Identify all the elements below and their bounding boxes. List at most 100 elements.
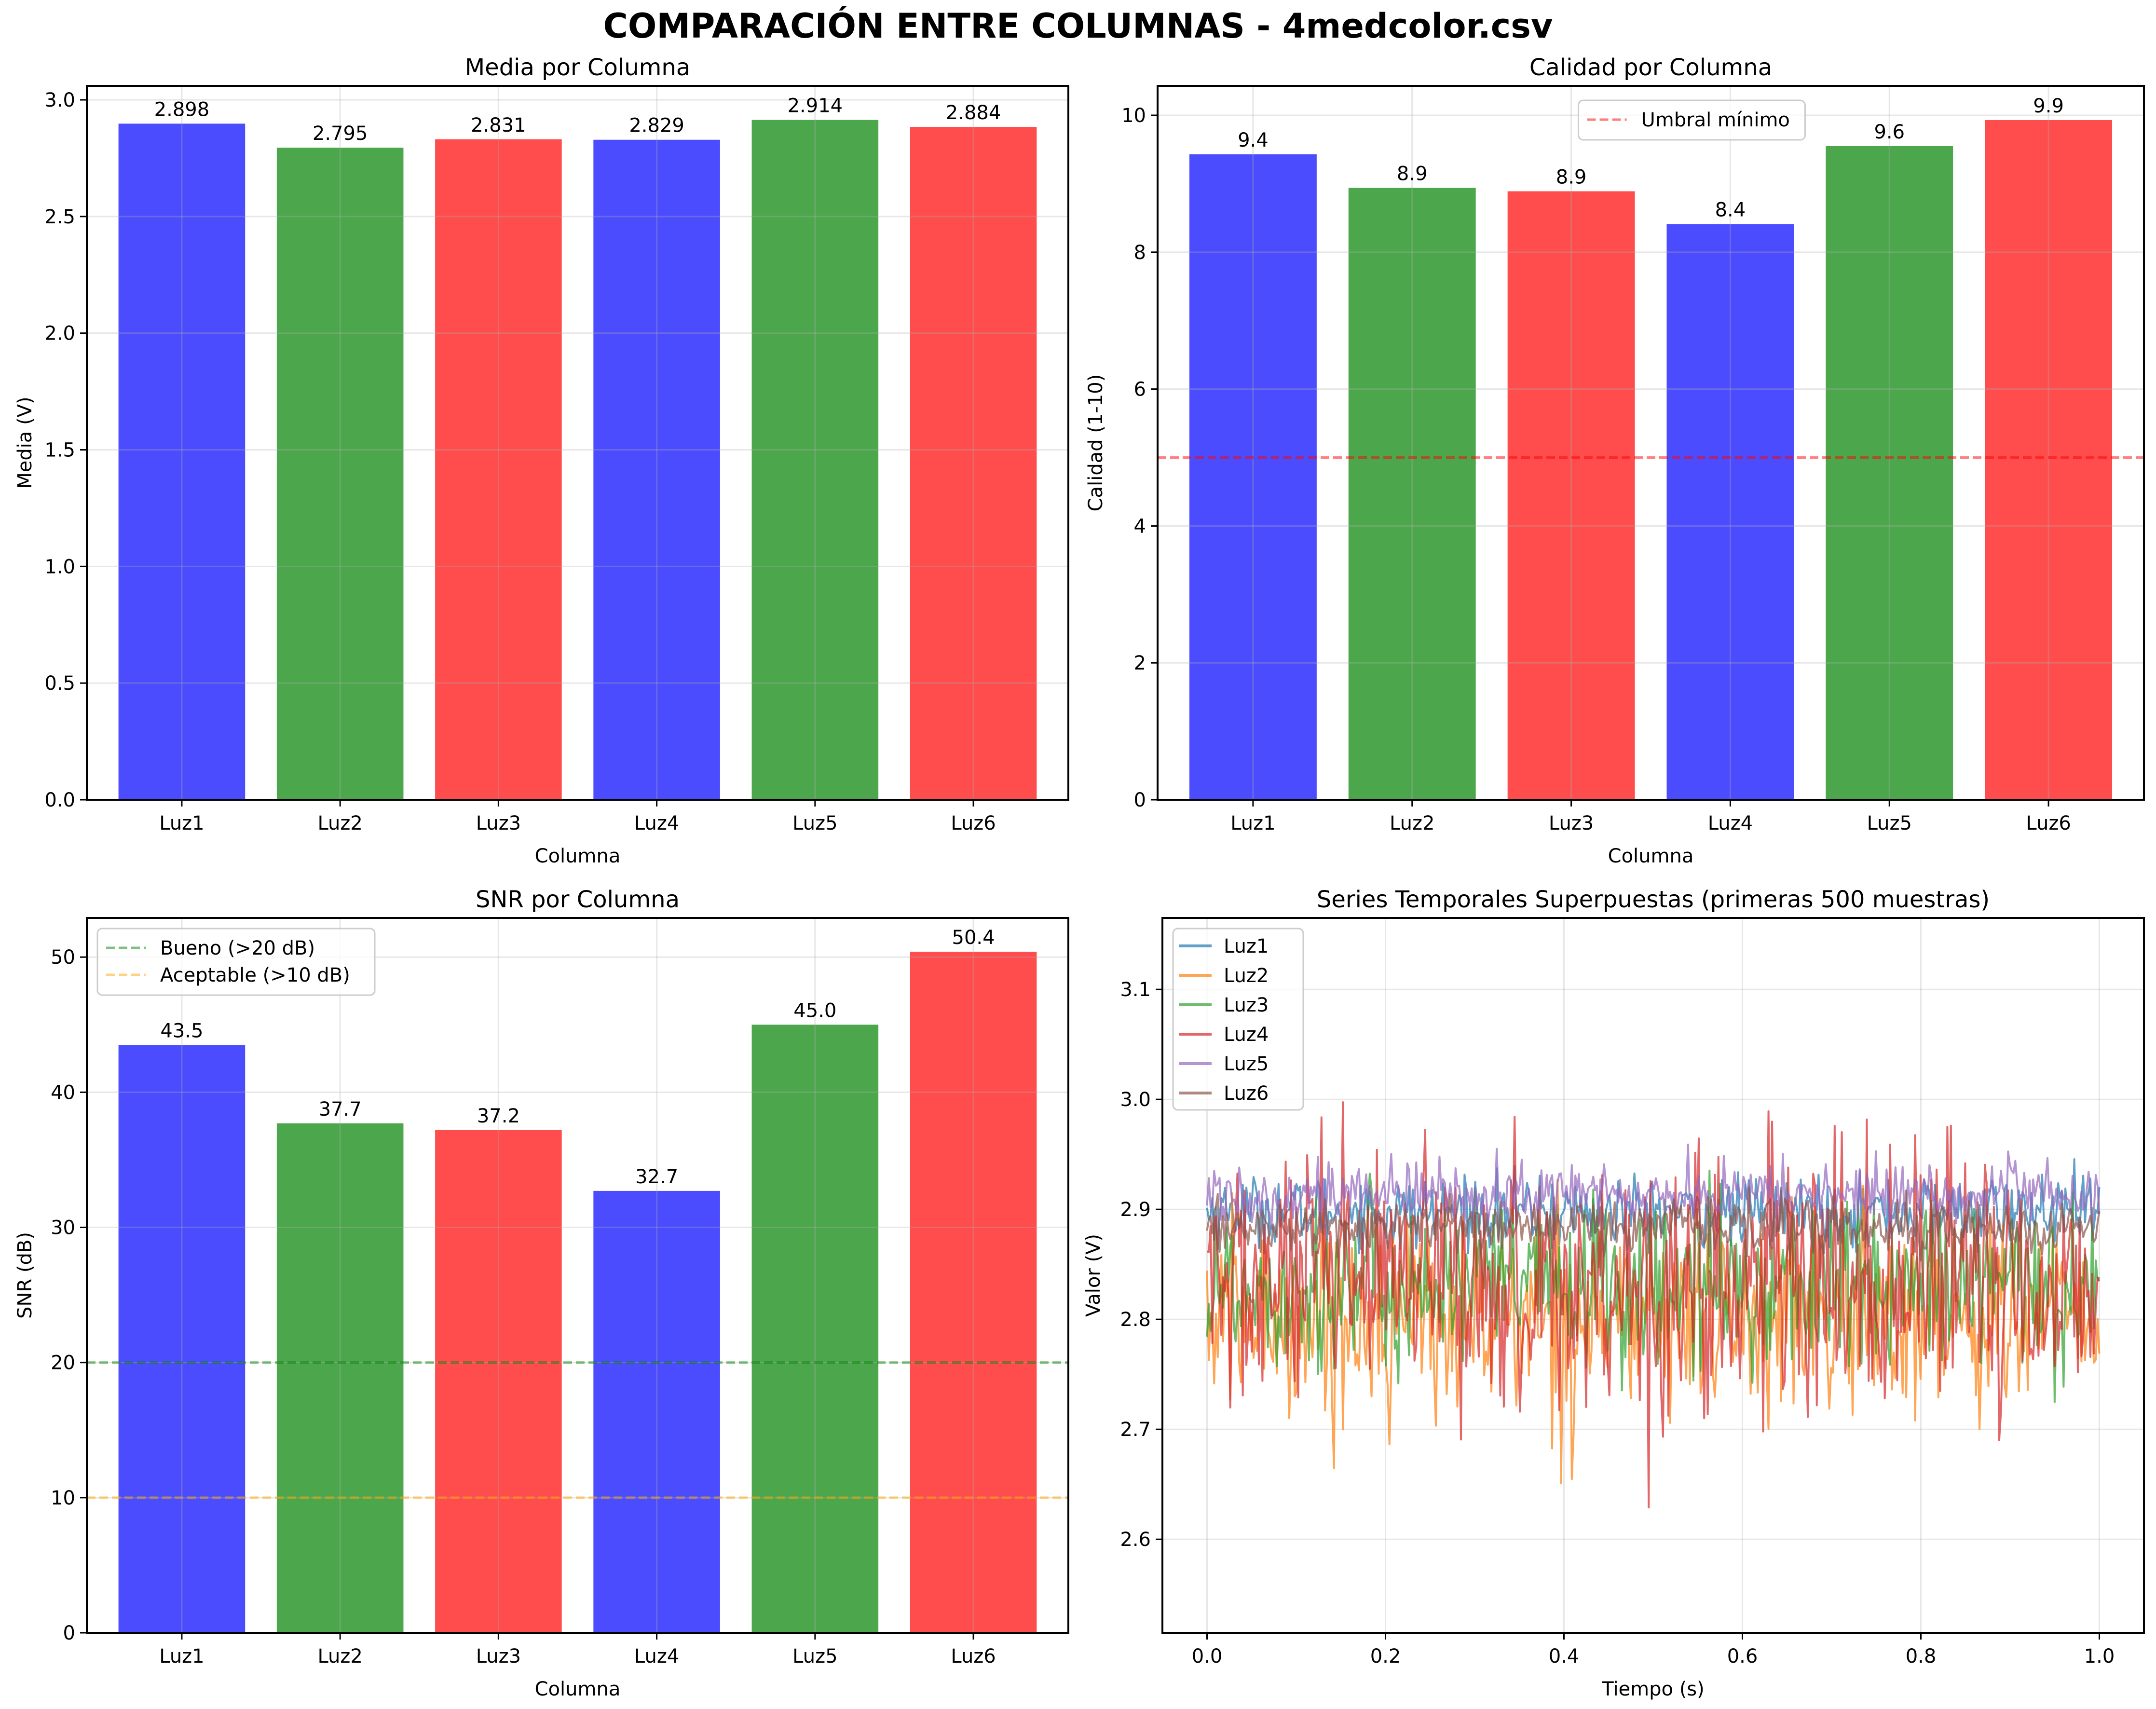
x-tick-label: Luz6 — [951, 1645, 996, 1668]
y-tick-label: 4 — [1134, 515, 1146, 537]
bar-luz4 — [593, 139, 720, 800]
bar-value-label: 2.914 — [788, 95, 843, 117]
bar-value-label: 2.831 — [471, 114, 526, 137]
subplot-snr: SNR por Columna Columna SNR (dB) 43.5 37.7 37… — [14, 886, 1069, 1700]
x-tick-label: Luz6 — [2026, 812, 2071, 834]
y-tick-label: 0 — [63, 1622, 75, 1644]
x-tick-label: Luz4 — [634, 1645, 679, 1668]
x-tick-label: Luz3 — [1549, 812, 1594, 834]
x-tick-label: 0.4 — [1549, 1645, 1580, 1668]
bar-value-label: 2.898 — [154, 98, 210, 121]
bar-luz3 — [1507, 191, 1635, 800]
x-tick-label: 0.0 — [1192, 1645, 1223, 1668]
bar-value-label: 37.7 — [319, 1098, 362, 1121]
x-axis-label: Columna — [535, 845, 621, 867]
bar-value-label: 2.795 — [313, 123, 368, 145]
y-tick-label: 1.5 — [44, 439, 75, 462]
bar-luz1 — [118, 1045, 246, 1633]
x-tick-label: Luz4 — [634, 812, 679, 834]
subplot-title: Media por Columna — [465, 54, 690, 81]
bar-value-label: 8.9 — [1556, 166, 1587, 189]
legend-label: Luz6 — [1224, 1082, 1269, 1105]
x-tick-label: Luz2 — [317, 812, 362, 834]
legend-label: Luz1 — [1224, 935, 1269, 957]
x-tick-label: Luz2 — [1390, 812, 1434, 834]
y-tick-label: 2.8 — [1120, 1309, 1151, 1331]
axes-frame — [1161, 917, 2145, 1634]
legend: Luz1 Luz2 Luz3 Luz4 Luz5 Luz6 — [1172, 928, 1304, 1111]
y-tick-label: 2.9 — [1120, 1199, 1151, 1221]
legend-label: Luz5 — [1224, 1053, 1269, 1075]
bar-value-label: 9.9 — [2033, 95, 2064, 117]
y-tick-label: 40 — [51, 1081, 75, 1104]
axes-frame — [1157, 85, 2145, 801]
x-tick-label: Luz4 — [1708, 812, 1753, 834]
y-tick-label: 0.0 — [44, 789, 75, 811]
x-tick-label: 0.8 — [1906, 1645, 1937, 1668]
legend: Bueno (>20 dB) Aceptable (>10 dB) — [96, 928, 376, 996]
y-axis-label: Valor (V) — [1082, 1234, 1105, 1317]
legend: Umbral mínimo — [1578, 99, 1806, 141]
x-tick-label: Luz3 — [476, 1645, 521, 1668]
bar-value-label: 32.7 — [635, 1166, 678, 1188]
x-tick-label: Luz2 — [317, 1645, 362, 1668]
y-tick-label: 2.5 — [44, 206, 75, 228]
subplot-title: Series Temporales Superpuestas (primeras… — [1317, 886, 1990, 913]
legend-box — [96, 928, 376, 996]
subplot-title: SNR por Columna — [476, 886, 680, 913]
y-tick-label: 10 — [51, 1487, 75, 1509]
x-axis-label: Tiempo (s) — [1601, 1678, 1705, 1700]
figure-title: COMPARACIÓN ENTRE COLUMNAS - 4medcolor.c… — [603, 6, 1553, 46]
x-axis-label: Columna — [1608, 845, 1694, 867]
legend-label: Luz2 — [1224, 965, 1269, 987]
axes-frame — [86, 917, 1069, 1634]
axes-frame — [86, 85, 1069, 801]
y-tick-label: 2.6 — [1120, 1529, 1151, 1551]
legend-label: Luz4 — [1224, 1024, 1269, 1046]
bar-value-label: 43.5 — [160, 1020, 203, 1042]
legend-label: Luz3 — [1224, 994, 1269, 1016]
subplot-time-series: Series Temporales Superpuestas (primeras… — [1082, 886, 2145, 1700]
x-tick-label: 0.2 — [1370, 1645, 1401, 1668]
subplot-calidad: Calidad por Columna Columna Calidad (1-10)… — [1085, 54, 2145, 867]
x-tick-label: Luz5 — [792, 1645, 837, 1668]
bar-luz6 — [910, 952, 1037, 1633]
bar-value-label: 8.4 — [1715, 199, 1746, 221]
series-line-luz6 — [1206, 1186, 2101, 1262]
y-tick-label: 2.0 — [44, 323, 75, 345]
y-tick-label: 6 — [1134, 379, 1146, 401]
x-tick-label: Luz5 — [1867, 812, 1912, 834]
bar-value-label: 45.0 — [793, 999, 836, 1022]
bar-value-label: 50.4 — [952, 927, 995, 949]
bar-value-label: 2.829 — [629, 115, 684, 137]
x-tick-label: Luz6 — [951, 812, 996, 834]
x-tick-label: Luz1 — [159, 1645, 204, 1668]
y-axis-label: SNR (dB) — [14, 1232, 36, 1319]
bar-luz2 — [276, 148, 404, 800]
subplot-media: Media por Columna Columna Media (V) 2.898 2.… — [14, 54, 1069, 867]
x-tick-label: Luz1 — [159, 812, 204, 834]
bar-value-label: 8.9 — [1397, 163, 1428, 185]
y-tick-label: 3.0 — [44, 89, 75, 111]
x-tick-label: Luz1 — [1230, 812, 1275, 834]
series-line-luz4 — [1206, 1101, 2101, 1509]
legend-box — [1578, 99, 1806, 141]
bar-luz1 — [118, 123, 246, 800]
y-tick-label: 0 — [1134, 789, 1146, 811]
x-tick-label: 0.6 — [1727, 1645, 1758, 1668]
y-tick-label: 3.0 — [1120, 1089, 1151, 1111]
bar-luz5 — [751, 1025, 879, 1633]
legend-label: Aceptable (>10 dB) — [160, 964, 350, 986]
legend-label: Umbral mínimo — [1641, 109, 1790, 131]
bar-luz3 — [435, 139, 562, 800]
x-tick-label: Luz5 — [792, 812, 837, 834]
bar-luz2 — [276, 1123, 404, 1633]
y-tick-label: 30 — [51, 1217, 75, 1239]
legend-label: Bueno (>20 dB) — [160, 937, 315, 959]
bar-value-label: 2.884 — [946, 102, 1001, 124]
bar-value-label: 37.2 — [477, 1105, 520, 1127]
y-tick-label: 50 — [51, 946, 75, 969]
y-tick-label: 0.5 — [44, 672, 75, 695]
x-tick-label: 1.0 — [2084, 1645, 2115, 1668]
bar-luz2 — [1348, 188, 1476, 800]
